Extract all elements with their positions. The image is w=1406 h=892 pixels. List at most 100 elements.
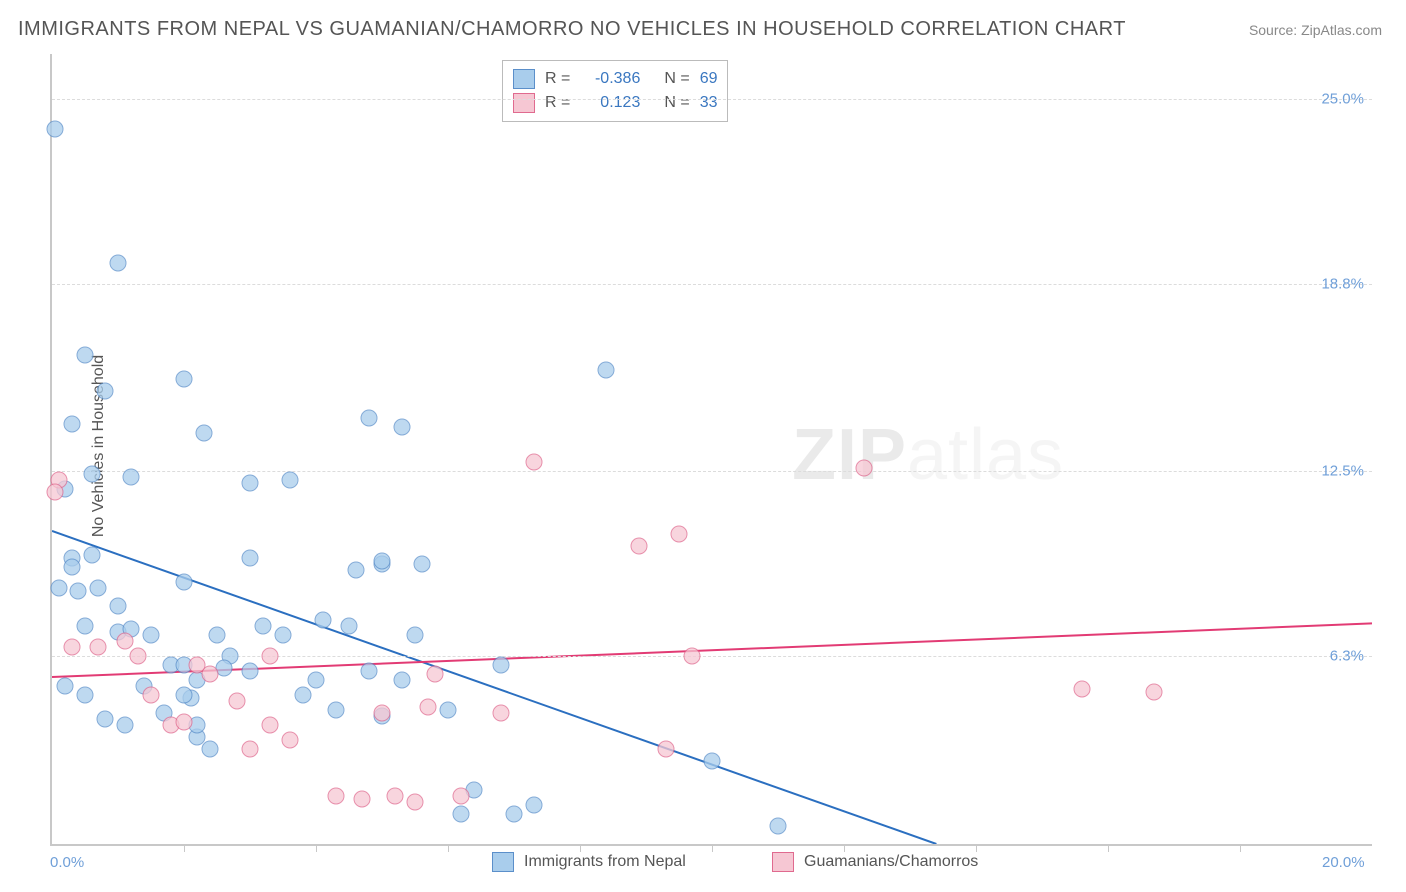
scatter-point-series-2 <box>176 713 193 730</box>
gridline <box>52 284 1372 285</box>
scatter-point-series-2 <box>657 740 674 757</box>
scatter-point-series-1 <box>704 752 721 769</box>
source-attribution: Source: ZipAtlas.com <box>1249 22 1382 38</box>
scatter-point-series-2 <box>261 716 278 733</box>
scatter-point-series-2 <box>671 525 688 542</box>
scatter-point-series-1 <box>195 424 212 441</box>
legend-series-1: Immigrants from Nepal <box>492 852 686 872</box>
scatter-point-series-1 <box>770 818 787 835</box>
scatter-point-series-1 <box>314 612 331 629</box>
scatter-point-series-1 <box>598 362 615 379</box>
legend-stats-row: R =0.123N =33 <box>513 91 717 115</box>
y-axis-tick-label: 18.8% <box>1321 275 1364 292</box>
trendlines-layer <box>52 54 1372 844</box>
scatter-point-series-1 <box>96 382 113 399</box>
scatter-point-series-1 <box>341 618 358 635</box>
scatter-point-series-1 <box>440 701 457 718</box>
scatter-point-series-2 <box>47 484 64 501</box>
scatter-point-series-1 <box>83 466 100 483</box>
scatter-point-series-2 <box>855 460 872 477</box>
scatter-point-series-1 <box>492 657 509 674</box>
scatter-point-series-1 <box>63 558 80 575</box>
scatter-point-series-2 <box>453 788 470 805</box>
x-axis-tick <box>844 844 845 852</box>
legend-swatch-icon <box>513 69 535 89</box>
scatter-point-series-2 <box>261 648 278 665</box>
scatter-point-series-1 <box>327 701 344 718</box>
scatter-point-series-2 <box>63 639 80 656</box>
scatter-point-series-1 <box>281 472 298 489</box>
y-axis-tick-label: 12.5% <box>1321 463 1364 480</box>
scatter-point-series-2 <box>143 686 160 703</box>
scatter-point-series-1 <box>123 469 140 486</box>
y-axis-tick-label: 25.0% <box>1321 90 1364 107</box>
legend-swatch-icon <box>772 852 794 872</box>
scatter-point-series-1 <box>393 672 410 689</box>
legend-swatch-icon <box>513 93 535 113</box>
scatter-point-series-1 <box>413 555 430 572</box>
scatter-point-series-1 <box>242 475 259 492</box>
scatter-point-series-2 <box>374 704 391 721</box>
x-axis-tick-label: 0.0% <box>50 854 84 871</box>
scatter-point-series-1 <box>50 579 67 596</box>
scatter-point-series-1 <box>275 627 292 644</box>
scatter-point-series-1 <box>202 740 219 757</box>
scatter-point-series-1 <box>453 806 470 823</box>
scatter-point-series-2 <box>684 648 701 665</box>
scatter-point-series-2 <box>387 788 404 805</box>
scatter-point-series-1 <box>77 347 94 364</box>
scatter-point-series-1 <box>77 618 94 635</box>
scatter-point-series-1 <box>143 627 160 644</box>
scatter-point-series-1 <box>176 370 193 387</box>
scatter-point-series-1 <box>47 120 64 137</box>
scatter-point-series-1 <box>90 579 107 596</box>
chart-title: IMMIGRANTS FROM NEPAL VS GUAMANIAN/CHAMO… <box>18 18 1126 41</box>
x-axis-tick <box>1108 844 1109 852</box>
scatter-point-series-2 <box>228 692 245 709</box>
x-axis-tick <box>316 844 317 852</box>
scatter-point-series-1 <box>110 597 127 614</box>
scatter-point-series-1 <box>209 627 226 644</box>
gridline <box>52 471 1372 472</box>
legend-stats-box: R =-0.386N =69R =0.123N =33 <box>502 60 728 122</box>
scatter-point-series-2 <box>492 704 509 721</box>
scatter-point-series-1 <box>57 678 74 695</box>
y-axis-tick-label: 6.3% <box>1330 648 1364 665</box>
scatter-point-series-1 <box>347 561 364 578</box>
x-axis-tick <box>712 844 713 852</box>
scatter-plot-area: ZIPatlas R =-0.386N =69R =0.123N =33 Imm… <box>50 54 1372 846</box>
scatter-point-series-2 <box>116 633 133 650</box>
scatter-point-series-2 <box>426 666 443 683</box>
scatter-point-series-1 <box>83 546 100 563</box>
scatter-point-series-1 <box>506 806 523 823</box>
scatter-point-series-1 <box>374 552 391 569</box>
scatter-point-series-1 <box>308 672 325 689</box>
scatter-point-series-1 <box>116 716 133 733</box>
legend-swatch-icon <box>492 852 514 872</box>
scatter-point-series-2 <box>1146 683 1163 700</box>
legend-series-1-label: Immigrants from Nepal <box>524 853 686 871</box>
scatter-point-series-1 <box>70 582 87 599</box>
gridline <box>52 656 1372 657</box>
scatter-point-series-1 <box>176 686 193 703</box>
scatter-point-series-2 <box>631 537 648 554</box>
scatter-point-series-1 <box>110 254 127 271</box>
scatter-point-series-2 <box>1073 680 1090 697</box>
legend-stats-row: R =-0.386N =69 <box>513 67 717 91</box>
scatter-point-series-2 <box>420 698 437 715</box>
legend-series-2-label: Guamanians/Chamorros <box>804 853 978 871</box>
scatter-point-series-1 <box>77 686 94 703</box>
scatter-point-series-2 <box>281 731 298 748</box>
scatter-point-series-1 <box>393 418 410 435</box>
scatter-point-series-1 <box>525 797 542 814</box>
scatter-point-series-1 <box>96 710 113 727</box>
scatter-point-series-2 <box>354 791 371 808</box>
x-axis-tick <box>976 844 977 852</box>
scatter-point-series-1 <box>360 409 377 426</box>
scatter-point-series-2 <box>525 454 542 471</box>
scatter-point-series-1 <box>242 663 259 680</box>
watermark-text: ZIPatlas <box>792 414 1064 496</box>
scatter-point-series-1 <box>255 618 272 635</box>
scatter-point-series-2 <box>407 794 424 811</box>
scatter-point-series-1 <box>407 627 424 644</box>
